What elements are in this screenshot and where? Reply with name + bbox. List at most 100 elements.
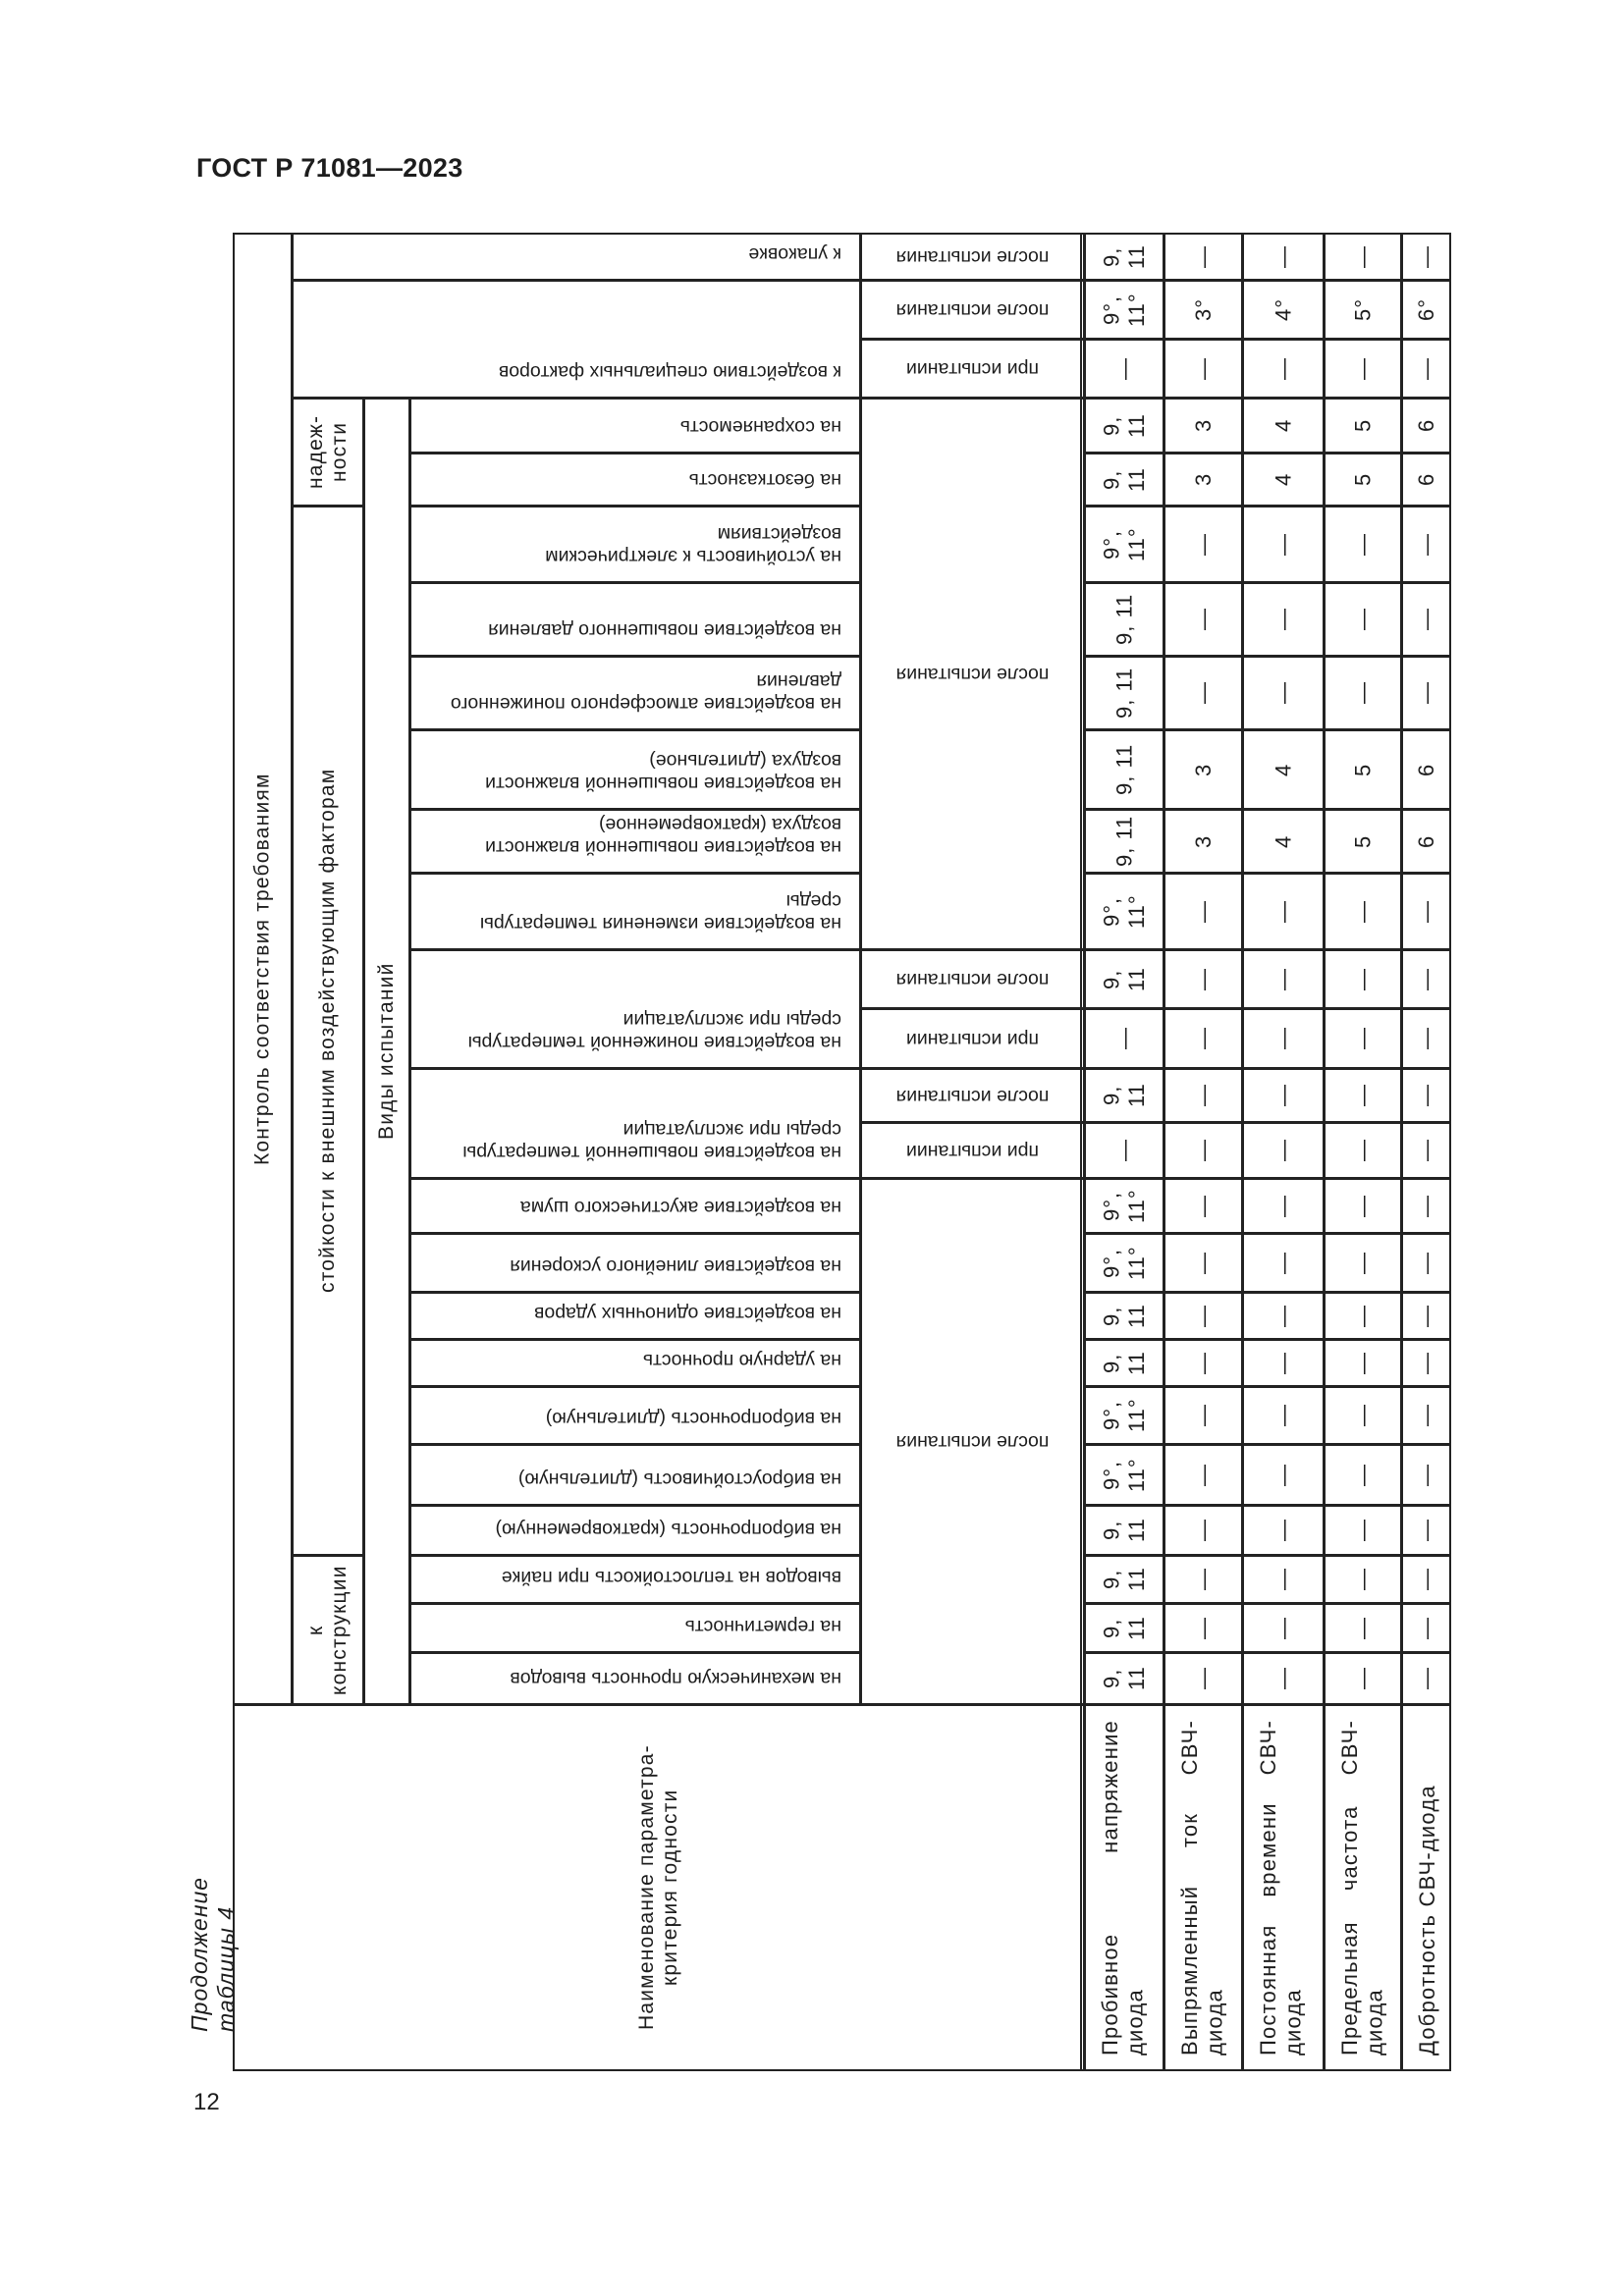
value-cell: — — [1242, 1068, 1325, 1123]
value: — — [1350, 245, 1376, 268]
test-phase: при испытании — [905, 1140, 1040, 1162]
value: — — [1190, 1617, 1216, 1639]
value: 9, 11 — [1099, 413, 1149, 438]
value: — — [1413, 968, 1438, 990]
value: 9, 11 — [1099, 467, 1149, 492]
value: — — [1350, 533, 1376, 556]
test-name-cell: выводов на теплостойкость при пайке — [409, 1555, 861, 1604]
test-phase: после испытания — [895, 1085, 1050, 1107]
value: 9°, 11° — [1099, 1458, 1149, 1492]
value-cell: 4 — [1242, 809, 1325, 874]
test-phase: при испытании — [905, 358, 1040, 381]
value-cell: — — [1324, 1339, 1402, 1387]
value-cell: — — [1242, 1178, 1325, 1234]
value-cell: 3 — [1164, 809, 1243, 874]
value-cell: 3 — [1164, 729, 1243, 810]
value: — — [1190, 968, 1216, 990]
value-cell: — — [1242, 1444, 1325, 1506]
test-name: на сохраняемость — [679, 416, 841, 438]
value-cell: 3 — [1164, 398, 1243, 454]
value-cell: — — [1164, 582, 1243, 657]
value-cell: — — [1164, 339, 1243, 399]
value: — — [1190, 900, 1216, 923]
value: 5 — [1350, 763, 1376, 776]
value-cell: — — [1324, 582, 1402, 657]
value-cell: — — [1324, 1652, 1402, 1705]
value-cell: 9°, 11° — [1084, 506, 1164, 583]
value: — — [1190, 1519, 1216, 1542]
control-header-cell: Контроль соответствия требованиям — [233, 233, 293, 1705]
value: 9°, 11° — [1099, 1189, 1149, 1223]
value-cell: 9, 11 — [1084, 582, 1164, 657]
value-cell: 3 — [1164, 453, 1243, 507]
value-cell: — — [1164, 506, 1243, 583]
test-name-cell: на воздействие линейного ускорения — [409, 1233, 861, 1293]
value: — — [1271, 1617, 1296, 1639]
test-name: к воздействию специальных факторов — [498, 361, 841, 383]
test-name-cell: на сохраняемость — [409, 398, 861, 454]
value: 6 — [1413, 834, 1438, 848]
value-cell: 6° — [1401, 280, 1451, 340]
value-cell: 9, 11 — [1084, 233, 1164, 281]
value-cell: 9, 11 — [1084, 1505, 1164, 1556]
value-cell: 9°, 11° — [1084, 873, 1164, 950]
value-cell: 6 — [1401, 398, 1451, 454]
value-cell: — — [1164, 1386, 1243, 1445]
value: — — [1413, 1252, 1438, 1274]
value-cell: 9, 11 — [1084, 398, 1164, 454]
test-name-cell: на вибропрочность (длительную) — [409, 1386, 861, 1445]
value: — — [1190, 1084, 1216, 1107]
test-name-cell: на воздействие повышенной влажности возд… — [409, 809, 861, 874]
value-cell: — — [1401, 1233, 1451, 1293]
value-cell: — — [1242, 1505, 1325, 1556]
value-cell: — — [1401, 1122, 1451, 1179]
test-name: к упаковке — [748, 243, 841, 265]
value-cell: — — [1084, 339, 1164, 399]
value: — — [1190, 245, 1216, 268]
value-cell: — — [1324, 1292, 1402, 1340]
value-cell: — — [1401, 1008, 1451, 1069]
value: — — [1271, 1195, 1296, 1217]
value: — — [1350, 900, 1376, 923]
value: — — [1271, 681, 1296, 705]
value: 4 — [1271, 834, 1296, 848]
value-cell: — — [1401, 1292, 1451, 1340]
value-cell: — — [1164, 1444, 1243, 1506]
value-cell: — — [1164, 1068, 1243, 1123]
value-cell: — — [1324, 339, 1402, 399]
value: — — [1413, 1084, 1438, 1107]
value: — — [1271, 968, 1296, 990]
value-cell: — — [1401, 1555, 1451, 1604]
value-cell: — — [1324, 873, 1402, 950]
value: — — [1271, 1084, 1296, 1107]
param-name-cell: Постоянная времени СВЧ-диода — [1242, 1704, 1325, 2071]
value: — — [1190, 681, 1216, 705]
value-cell: — — [1401, 1339, 1451, 1387]
value-cell: — — [1242, 1008, 1325, 1069]
value: — — [1413, 1617, 1438, 1639]
value-cell: 4 — [1242, 398, 1325, 454]
test-name-cell: на воздействие повышенной температуры ср… — [409, 1068, 861, 1179]
value-cell: — — [1242, 873, 1325, 950]
document-code: ГОСТ Р 71081—2023 — [196, 153, 463, 183]
value-cell: 9°, 11° — [1084, 1233, 1164, 1293]
value-cell: 6 — [1401, 453, 1451, 507]
value: — — [1350, 1568, 1376, 1591]
value-cell: 9°, 11° — [1084, 280, 1164, 340]
group-reliability: надеж-ности — [303, 414, 351, 490]
value: — — [1271, 1305, 1296, 1327]
test-name-cell: на вибропрочность (кратковременную) — [409, 1505, 861, 1556]
value: — — [1190, 1404, 1216, 1427]
value-cell: 5 — [1324, 729, 1402, 810]
value: — — [1350, 1352, 1376, 1374]
test-name: на воздействие атмосферного пониженного … — [450, 669, 841, 715]
value-cell: — — [1324, 1178, 1402, 1234]
value-cell: — — [1324, 1068, 1402, 1123]
test-phase-cell: после испытания — [860, 949, 1085, 1009]
value: — — [1271, 1252, 1296, 1274]
value: — — [1350, 1195, 1376, 1217]
value: — — [1350, 1027, 1376, 1050]
value: — — [1350, 1139, 1376, 1162]
value-cell: 9, 11 — [1084, 1603, 1164, 1653]
test-name: на воздействие повышенной влажности возд… — [485, 749, 841, 794]
